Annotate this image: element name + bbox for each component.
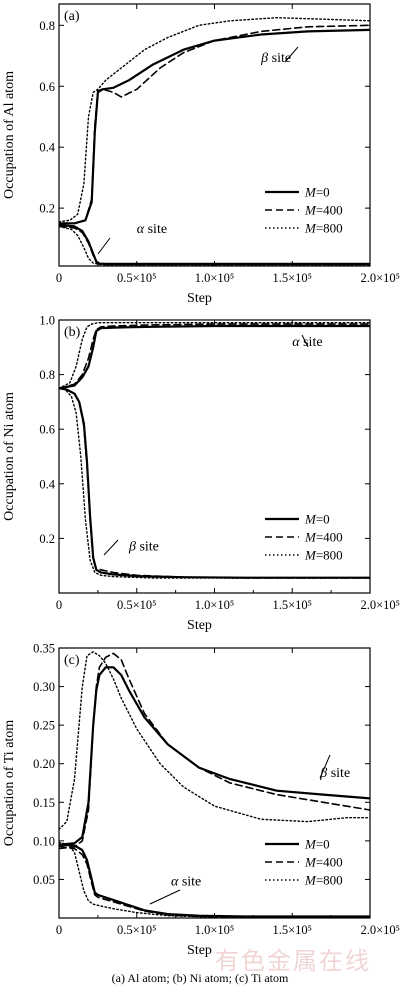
chart-panel-0: 0 0.5×10⁵ 1.0×10⁵ 1.5×10⁵ 2.0×10⁵ 0.2 0.4 0.6 0.… — [2, 3, 400, 306]
x-tick-label: 2.0×10⁵ — [360, 598, 400, 612]
y-axis-title: Occupation of Al atom — [2, 71, 17, 199]
series-line-m-400-1 — [59, 24, 370, 225]
series-annotation: β site — [319, 766, 350, 781]
series-line-m-800-2 — [59, 651, 370, 830]
watermark: 有色金属在线 — [215, 947, 371, 975]
x-tick-label: 1.5×10⁵ — [272, 598, 312, 612]
y-tick-label: 0.30 — [33, 680, 55, 694]
series-group — [59, 322, 370, 579]
x-tick-label: 1.0×10⁵ — [195, 271, 235, 285]
x-tick-label: 0 — [56, 271, 62, 285]
y-tick-label: 0.35 — [33, 642, 55, 656]
series-line-m-0-3 — [59, 843, 370, 918]
y-tick-label: 0.4 — [39, 477, 55, 491]
annotation-pointer — [301, 334, 309, 348]
x-tick-label: 0.5×10⁵ — [117, 598, 157, 612]
series-line-m-800-5 — [59, 387, 370, 579]
series-line-m-0-0 — [59, 666, 370, 846]
series-annotation: β site — [260, 51, 291, 66]
series-line-m-800-5 — [59, 225, 370, 266]
series-line-m-400-1 — [59, 323, 370, 390]
y-tick-label: 0.25 — [33, 719, 55, 733]
x-tick-label: 0.5×10⁵ — [117, 923, 157, 937]
series-annotation: β site — [128, 540, 159, 555]
x-axis-title: Step — [187, 943, 212, 958]
x-tick-label: 1.5×10⁵ — [272, 923, 312, 937]
series-line-m-0-0 — [59, 324, 370, 390]
legend-label: M=0 — [304, 185, 330, 200]
y-tick-label: 0.4 — [39, 141, 55, 155]
annotation-pointer — [103, 539, 119, 556]
series-annotation: α site — [171, 875, 201, 890]
y-axis-title: Occupation of Ni atom — [2, 392, 17, 521]
figure-caption: (a) Al atom; (b) Ni atom; (c) Ti atom — [111, 971, 289, 985]
y-tick-label: 0.20 — [33, 757, 55, 771]
legend-label: M=800 — [304, 873, 343, 888]
y-tick-label: 0.05 — [33, 873, 55, 887]
x-tick-label: 1.0×10⁵ — [195, 923, 235, 937]
x-tick-label: 0.5×10⁵ — [117, 271, 157, 285]
panel-tag: (c) — [64, 653, 80, 668]
y-tick-label: 1.0 — [39, 314, 55, 328]
legend-label: M=0 — [304, 837, 330, 852]
x-tick-label: 1.5×10⁵ — [272, 271, 312, 285]
series-annotation: α site — [137, 222, 167, 237]
x-tick-label: 1.0×10⁵ — [195, 598, 235, 612]
series-line-m-400-1 — [59, 652, 370, 850]
legend-label: M=800 — [304, 221, 343, 236]
series-annotation: α site — [292, 335, 322, 350]
legend-label: M=400 — [304, 203, 343, 218]
y-tick-label: 0.6 — [39, 423, 55, 437]
legend-label: M=400 — [304, 855, 343, 870]
x-tick-label: 2.0×10⁵ — [360, 271, 400, 285]
series-group — [59, 651, 370, 918]
y-tick-label: 0.6 — [39, 80, 55, 94]
panel-tag: (b) — [64, 325, 81, 340]
y-tick-label: 0.10 — [33, 834, 55, 848]
chart-panel-2: 0 0.5×10⁵ 1.0×10⁵ 1.5×10⁵ 2.0×10⁵ 0.05 0.10 0.1… — [2, 642, 400, 959]
annotation-pointer — [149, 889, 181, 905]
x-tick-label: 2.0×10⁵ — [360, 923, 400, 937]
y-tick-label: 0.15 — [33, 796, 55, 810]
series-line-m-400-4 — [59, 387, 370, 579]
y-tick-label: 0.2 — [39, 532, 55, 546]
annotation-pointer — [319, 754, 331, 779]
legend-label: M=400 — [304, 530, 343, 545]
x-axis-title: Step — [187, 291, 212, 306]
series-line-m-800-2 — [59, 322, 370, 389]
legend-label: M=0 — [304, 512, 330, 527]
x-tick-label: 0 — [56, 923, 62, 937]
annotation-pointer — [97, 237, 111, 255]
x-tick-label: 0 — [56, 598, 62, 612]
chart-panel-1: 0 0.5×10⁵ 1.0×10⁵ 1.5×10⁵ 2.0×10⁵ 0.2 0.4 0.6 0.… — [2, 314, 400, 634]
y-tick-label: 0.8 — [39, 368, 55, 382]
y-tick-label: 0.8 — [39, 19, 55, 33]
y-axis-title: Occupation of Ti atom — [2, 720, 17, 846]
legend-label: M=800 — [304, 548, 343, 563]
series-line-m-400-4 — [59, 845, 370, 918]
panel-tag: (a) — [64, 9, 80, 24]
series-line-m-800-2 — [59, 17, 370, 223]
annotation-pointer — [284, 46, 299, 63]
y-tick-label: 0.2 — [39, 202, 55, 216]
x-axis-title: Step — [187, 618, 212, 633]
series-group — [59, 17, 370, 266]
